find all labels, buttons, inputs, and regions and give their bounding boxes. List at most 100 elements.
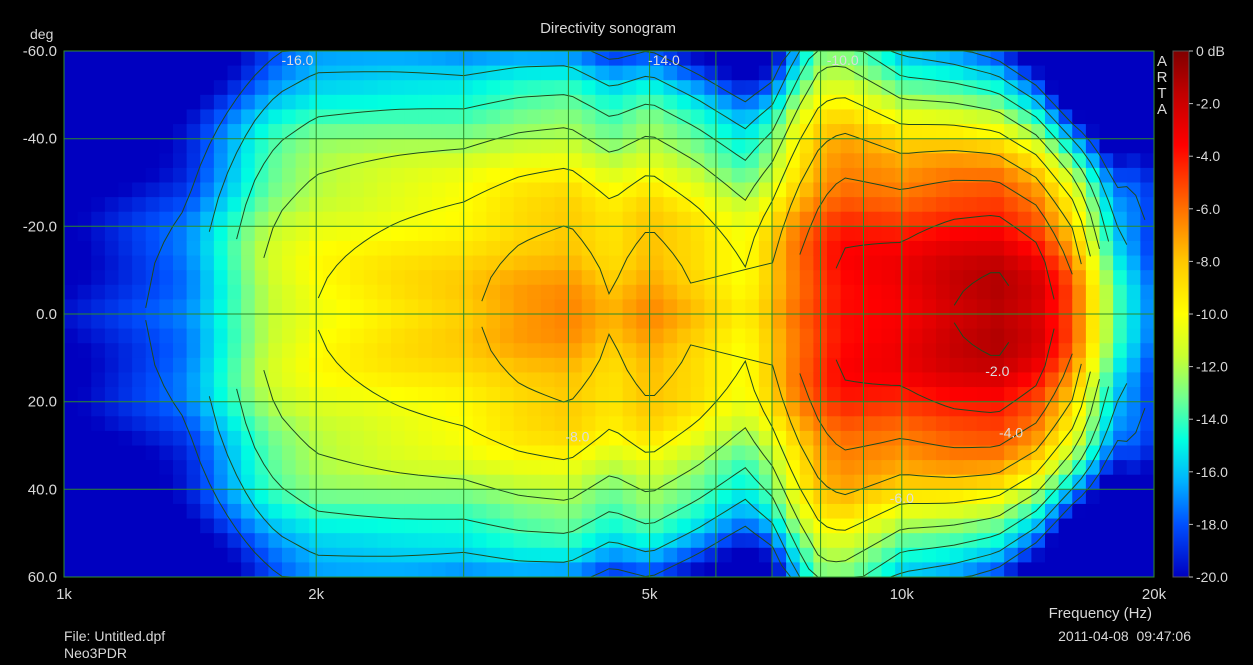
heatmap-cell — [867, 211, 883, 227]
heatmap-cell — [1004, 167, 1019, 184]
heatmap-cell — [472, 197, 487, 213]
heatmap-cell — [391, 284, 406, 300]
heatmap-cell — [799, 547, 814, 563]
heatmap-cell — [118, 124, 133, 140]
heatmap-cell — [282, 430, 297, 447]
heatmap-cell — [881, 401, 896, 417]
heatmap-cell — [936, 430, 951, 447]
heatmap-cell — [976, 518, 992, 534]
heatmap-cell — [581, 489, 596, 505]
heatmap-cell — [663, 503, 678, 520]
heatmap-cell — [431, 474, 447, 490]
heatmap-cell — [1031, 314, 1046, 330]
heatmap-cell — [322, 357, 338, 374]
heatmap-cell — [145, 299, 160, 315]
heatmap-cell — [322, 314, 338, 330]
heatmap-cell — [213, 328, 229, 344]
heatmap-cell — [990, 167, 1005, 184]
heatmap-cell — [145, 445, 160, 461]
heatmap-cell — [649, 211, 665, 227]
heatmap-cell — [677, 445, 692, 461]
heatmap-cell — [200, 357, 215, 374]
heatmap-cell — [1140, 503, 1154, 520]
heatmap-cell — [254, 343, 269, 359]
heatmap-cell — [1072, 182, 1087, 198]
y-tick-label: -20.0 — [23, 218, 57, 235]
heatmap-cell — [104, 387, 120, 403]
heatmap-cell — [145, 270, 160, 286]
heatmap-cell — [649, 51, 665, 67]
heatmap-cell — [1140, 357, 1154, 374]
heatmap-cell — [459, 51, 474, 67]
heatmap-cell — [622, 328, 637, 344]
heatmap-cell — [718, 255, 733, 271]
heatmap-cell — [1113, 474, 1128, 490]
heatmap-cell — [949, 240, 964, 257]
heatmap-cell — [254, 94, 269, 111]
heatmap-cell — [636, 430, 651, 447]
heatmap-cell — [145, 314, 160, 330]
heatmap-cell — [677, 343, 692, 359]
heatmap-cell — [1099, 197, 1114, 213]
heatmap-cell — [459, 533, 474, 549]
heatmap-cell — [268, 65, 283, 81]
heatmap-cell — [677, 314, 692, 330]
heatmap-cell — [445, 167, 460, 184]
heatmap-cell — [840, 80, 855, 96]
heatmap-cell — [554, 401, 569, 417]
heatmap-cell — [568, 474, 583, 490]
heatmap-cell — [322, 65, 338, 81]
heatmap-cell — [254, 547, 269, 563]
heatmap-cell — [377, 138, 392, 154]
heatmap-cell — [268, 533, 283, 549]
heatmap-cell — [636, 211, 651, 227]
heatmap-cell — [472, 167, 487, 184]
y-tick-label: -60.0 — [23, 43, 57, 60]
heatmap-cell — [540, 138, 556, 154]
heatmap-cell — [104, 109, 120, 125]
heatmap-cell — [295, 416, 310, 432]
heatmap-cell — [200, 182, 215, 198]
heatmap-cell — [431, 533, 447, 549]
heatmap-cell — [104, 94, 120, 111]
heatmap-cell — [595, 226, 610, 242]
heatmap-cell — [391, 357, 406, 374]
heatmap-cell — [663, 372, 678, 388]
heatmap-cell — [254, 474, 269, 490]
heatmap-cell — [431, 94, 447, 111]
x-tick-label: 5k — [642, 586, 658, 603]
heatmap-cell — [377, 387, 392, 403]
heatmap-cell — [976, 270, 992, 286]
heatmap-cell — [704, 357, 719, 374]
heatmap-cell — [840, 182, 855, 198]
heatmap-cell — [527, 182, 542, 198]
heatmap-cell — [445, 240, 460, 257]
heatmap-cell — [1072, 372, 1087, 388]
heatmap-cell — [622, 489, 637, 505]
heatmap-cell — [718, 197, 733, 213]
heatmap-cell — [1113, 460, 1128, 476]
heatmap-cell — [963, 299, 978, 315]
heatmap-cell — [363, 94, 378, 111]
heatmap-cell — [350, 255, 365, 271]
heatmap-cell — [104, 167, 120, 184]
heatmap-cell — [459, 489, 474, 505]
heatmap-cell — [609, 270, 624, 286]
heatmap-cell — [295, 343, 310, 359]
heatmap-cell — [595, 503, 610, 520]
heatmap-cell — [963, 284, 978, 300]
heatmap-cell — [336, 109, 351, 125]
heatmap-cell — [64, 357, 79, 374]
heatmap-cell — [445, 387, 460, 403]
heatmap-cell — [1045, 416, 1060, 432]
heatmap-cell — [758, 416, 774, 432]
heatmap-cell — [1126, 299, 1141, 315]
heatmap-cell — [77, 372, 92, 388]
heatmap-cell — [936, 211, 951, 227]
heatmap-cell — [554, 240, 569, 257]
heatmap-cell — [963, 416, 978, 432]
heatmap-cell — [200, 65, 215, 81]
heatmap-cell — [540, 416, 556, 432]
heatmap-cell — [336, 270, 351, 286]
heatmap-cell — [949, 226, 964, 242]
